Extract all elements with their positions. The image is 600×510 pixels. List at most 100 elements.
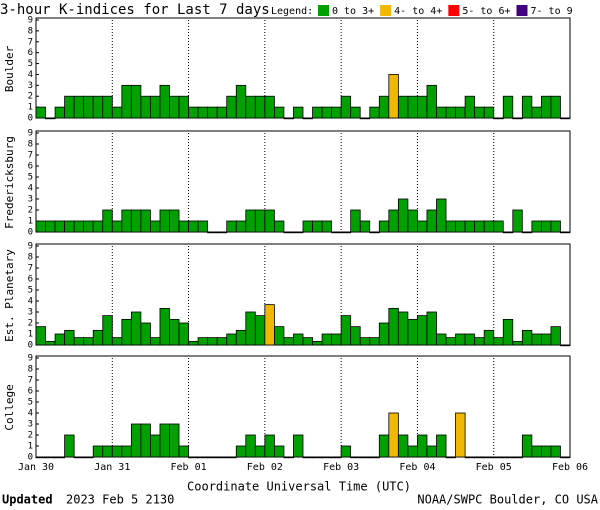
- bar: [502, 231, 514, 234]
- y-tick-label: 5: [28, 173, 33, 183]
- bar: [493, 220, 504, 233]
- bar: [483, 106, 495, 119]
- y-tick-label: 4: [28, 184, 33, 194]
- y-tick-label: 5: [28, 398, 33, 408]
- bar: [483, 456, 495, 459]
- y-tick-label: 6: [28, 162, 33, 172]
- bar: [83, 95, 94, 119]
- bar: [521, 329, 533, 346]
- bar: [426, 445, 437, 458]
- bar: [560, 344, 571, 347]
- y-tick-label: 0: [28, 114, 33, 124]
- bar: [369, 456, 380, 459]
- bar: [359, 117, 371, 120]
- bar: [502, 318, 514, 346]
- y-axis-label: College: [3, 384, 16, 430]
- legend-title: Legend:: [271, 6, 313, 17]
- bar: [159, 209, 170, 233]
- source: NOAA/SWPC Boulder, CO USA: [417, 493, 598, 507]
- bar: [388, 307, 399, 346]
- bar: [207, 337, 218, 346]
- bar: [560, 231, 571, 234]
- bar: [169, 423, 180, 458]
- bar: [388, 74, 399, 119]
- bar: [254, 445, 266, 458]
- bar: [54, 456, 66, 459]
- bar: [312, 340, 323, 346]
- bar: [340, 315, 352, 346]
- bar: [35, 456, 46, 459]
- bar: [340, 231, 352, 234]
- bar: [397, 198, 409, 233]
- y-tick-label: 7: [28, 151, 33, 161]
- bar: [369, 106, 380, 119]
- bar: [550, 95, 561, 119]
- updated-time: 2023 Feb 5 2130: [66, 493, 174, 507]
- bar: [207, 106, 218, 119]
- bar: [502, 456, 514, 459]
- bar: [540, 220, 552, 233]
- legend-label: 0 to 3+: [332, 6, 374, 17]
- bar: [254, 315, 266, 346]
- bar: [102, 209, 113, 233]
- bar: [331, 106, 342, 119]
- bar: [493, 456, 504, 459]
- bar: [293, 231, 304, 234]
- bar: [474, 456, 485, 459]
- bar: [102, 315, 113, 346]
- bar: [235, 220, 247, 233]
- bar: [474, 220, 485, 233]
- y-tick-label: 1: [28, 103, 33, 113]
- legend-swatch: [516, 5, 528, 16]
- bar: [150, 337, 161, 346]
- x-tick-label: Feb 02: [247, 462, 283, 473]
- bar: [245, 311, 256, 346]
- bar: [226, 95, 237, 119]
- bar: [455, 220, 466, 233]
- bar: [111, 220, 123, 233]
- x-tick-label: Jan 31: [94, 462, 130, 473]
- bar: [54, 333, 66, 346]
- bar: [264, 209, 275, 233]
- bar: [226, 220, 237, 233]
- bar: [207, 456, 218, 459]
- bar: [188, 340, 199, 346]
- y-tick-label: 4: [28, 297, 33, 307]
- y-tick-label: 2: [28, 431, 33, 441]
- bar: [169, 318, 180, 346]
- bar: [293, 106, 304, 119]
- y-tick-label: 2: [28, 206, 33, 216]
- legend-swatch: [448, 5, 460, 16]
- y-tick-label: 0: [28, 341, 33, 351]
- x-tick-label: Feb 04: [399, 462, 435, 473]
- legend-label: 7- to 9: [531, 6, 573, 17]
- bar: [64, 95, 75, 119]
- x-tick-label: Jan 30: [18, 462, 54, 473]
- bar: [350, 326, 361, 346]
- bar: [312, 220, 323, 233]
- bar: [178, 220, 189, 233]
- bar: [359, 337, 371, 346]
- bar: [378, 95, 390, 119]
- bar: [45, 220, 56, 233]
- bar: [226, 456, 237, 459]
- bar: [207, 231, 218, 234]
- bar: [436, 198, 447, 233]
- bar: [178, 322, 189, 346]
- y-tick-label: 5: [28, 59, 33, 69]
- bar: [464, 333, 476, 346]
- y-tick-label: 9: [28, 16, 33, 26]
- bar: [426, 209, 437, 233]
- bar: [293, 333, 304, 346]
- bar: [445, 456, 456, 459]
- bar: [321, 333, 333, 346]
- bar: [54, 220, 66, 233]
- bar: [130, 311, 142, 346]
- bar: [531, 445, 542, 458]
- bar: [378, 322, 390, 346]
- bar: [216, 337, 228, 346]
- bar: [340, 445, 352, 458]
- bar: [359, 456, 371, 459]
- y-tick-label: 6: [28, 387, 33, 397]
- bar: [397, 434, 409, 458]
